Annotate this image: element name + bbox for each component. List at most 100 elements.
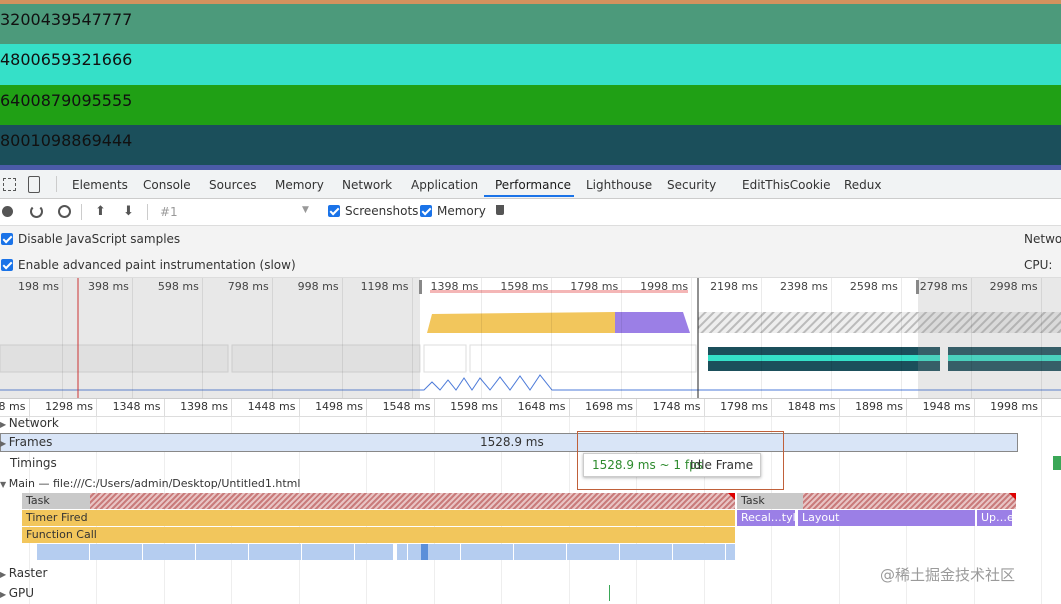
ruler-tick-label: 1498 ms	[315, 400, 363, 413]
network-setting-label: Network	[1024, 232, 1061, 246]
overview-tick-line	[481, 278, 483, 398]
gap	[393, 544, 397, 560]
flame-block[interactable]: Task	[22, 493, 90, 509]
flame-block[interactable]: Up…e	[977, 510, 1012, 526]
ruler-tick-line	[231, 399, 232, 416]
ruler-tick-line	[973, 399, 975, 416]
separator	[81, 204, 82, 220]
scripting-area	[427, 312, 615, 333]
ruler-tick-label: 1798 ms	[720, 400, 768, 413]
garbage-collect-button[interactable]	[496, 205, 504, 215]
warning-triangle	[728, 493, 735, 500]
frame-bar[interactable]	[0, 433, 1018, 452]
overview-tick-line	[1040, 278, 1042, 398]
time-ruler: 48 ms 1298 ms 1348 ms 1398 ms 1448 ms 1498 ms…	[0, 399, 1061, 417]
checkbox[interactable]	[1, 233, 13, 245]
tooltip-label: Idle Frame	[690, 458, 754, 472]
ruler-tick-label: 48 ms	[0, 400, 26, 413]
selection-handle[interactable]	[916, 280, 919, 294]
track-header[interactable]: ▶ Network	[0, 416, 59, 430]
flame-block[interactable]: Task	[737, 493, 803, 509]
overview-tick-line	[621, 278, 623, 398]
track-label: Raster	[8, 566, 48, 580]
ruler-tick-line	[298, 399, 300, 416]
overview-tick-line	[131, 278, 133, 398]
settings-pane: Disable JavaScript samples Enable advanc…	[0, 226, 1061, 278]
cpu-setting-label: CPU:	[1024, 258, 1053, 272]
track-header[interactable]: ▶ Raster	[0, 566, 48, 580]
track-header[interactable]: ▶ GPU	[0, 586, 35, 600]
overview-tick-line	[271, 278, 273, 398]
tooltip-fps: 1528.9 ms ~ 1 fps	[592, 458, 703, 472]
overview-tick-label: 798 ms	[227, 280, 269, 293]
checkbox-label[interactable]: Memory	[437, 204, 486, 218]
overview-tick-line	[691, 278, 693, 398]
tab[interactable]: Lighthouse	[586, 178, 653, 192]
ruler-tick-line	[636, 399, 637, 416]
checkbox[interactable]	[328, 205, 340, 217]
reload-button[interactable]	[30, 205, 43, 218]
dropdown-arrow[interactable]: ▼	[302, 205, 309, 215]
overview-tick-label: 198 ms	[18, 280, 59, 293]
call-block[interactable]	[421, 544, 428, 560]
tab[interactable]: EditThisCookie	[742, 178, 831, 192]
tab[interactable]: Application	[411, 178, 479, 192]
tab[interactable]: Console	[143, 178, 191, 192]
warning-triangle	[1009, 493, 1016, 500]
ruler-tick-label: 1648 ms	[517, 400, 566, 413]
tab[interactable]: Security	[667, 178, 717, 192]
selection-handle[interactable]	[419, 280, 422, 294]
track-header[interactable]: ▼ Main — file:///C:/Users/admin/Desktop/…	[0, 477, 301, 490]
overview-tick-label: 998 ms	[297, 280, 339, 293]
overview-tick-label: 2398 ms	[779, 280, 828, 293]
tab[interactable]: Elements	[72, 178, 128, 192]
timing-marker	[1053, 456, 1061, 470]
flame-block[interactable]: Layout	[798, 510, 975, 526]
block-label: Function Call	[26, 528, 97, 541]
tracks: ▶ Network ▶ Frames 1528.9 ms Timings ▼ M…	[0, 416, 1061, 604]
overview-tick-line	[411, 278, 413, 398]
row-text: 6400879095555	[0, 91, 133, 110]
track-header[interactable]: ▶ Frames	[0, 435, 53, 449]
ruler-tick-label: 1548 ms	[382, 400, 431, 413]
ruler-tick-line	[96, 399, 97, 416]
tab[interactable]: Redux	[844, 178, 882, 192]
track-label: Network	[8, 416, 59, 430]
flame-block[interactable]: Timer Fired	[22, 510, 735, 526]
screenshot	[231, 344, 421, 373]
checkbox[interactable]	[1, 259, 13, 271]
track-label: Timings	[10, 456, 57, 470]
call-blocks[interactable]	[37, 544, 735, 560]
ruler-tick-line	[703, 399, 705, 416]
overview-tick-line	[830, 278, 832, 398]
ruler-tick-line	[1041, 399, 1042, 416]
overview-tick-label: 1998 ms	[640, 280, 689, 293]
tab[interactable]: Sources	[209, 178, 257, 192]
tooltip: 1528.9 ms ~ 1 fps Idle Frame	[583, 453, 761, 477]
row: 8001098869444	[0, 125, 1061, 165]
checkbox-label[interactable]: Disable JavaScript samples	[18, 232, 181, 246]
checkbox[interactable]	[420, 205, 432, 217]
checkbox-label[interactable]: Enable advanced paint instrumentation (s…	[18, 258, 296, 272]
profile-select[interactable]: #1	[160, 205, 178, 219]
screenshot	[0, 344, 229, 373]
block-label: Up…e	[981, 511, 1012, 524]
separator	[147, 204, 148, 220]
flame-block[interactable]: Recal…tyle	[737, 510, 795, 526]
tab[interactable]: Memory	[275, 178, 324, 192]
flame-block[interactable]: Function Call	[22, 527, 735, 543]
ruler-tick-label: 1448 ms	[247, 400, 296, 413]
checkbox-label[interactable]: Screenshots	[345, 204, 419, 218]
watermark: @稀土掘金技术社区	[880, 566, 1016, 584]
record-button[interactable]	[2, 206, 13, 217]
clear-button[interactable]	[58, 205, 71, 218]
inspect-icon[interactable]	[3, 178, 16, 191]
tab[interactable]: Performance	[495, 178, 572, 192]
upload-button[interactable]: ⬆	[95, 204, 106, 219]
overview-tick-label: 2198 ms	[710, 280, 758, 293]
overview-tick-line	[761, 278, 762, 398]
tab[interactable]: Network	[342, 178, 393, 192]
overview-tick-label: 598 ms	[157, 280, 199, 293]
device-icon[interactable]	[28, 176, 40, 193]
download-button[interactable]: ⬇	[123, 204, 134, 219]
